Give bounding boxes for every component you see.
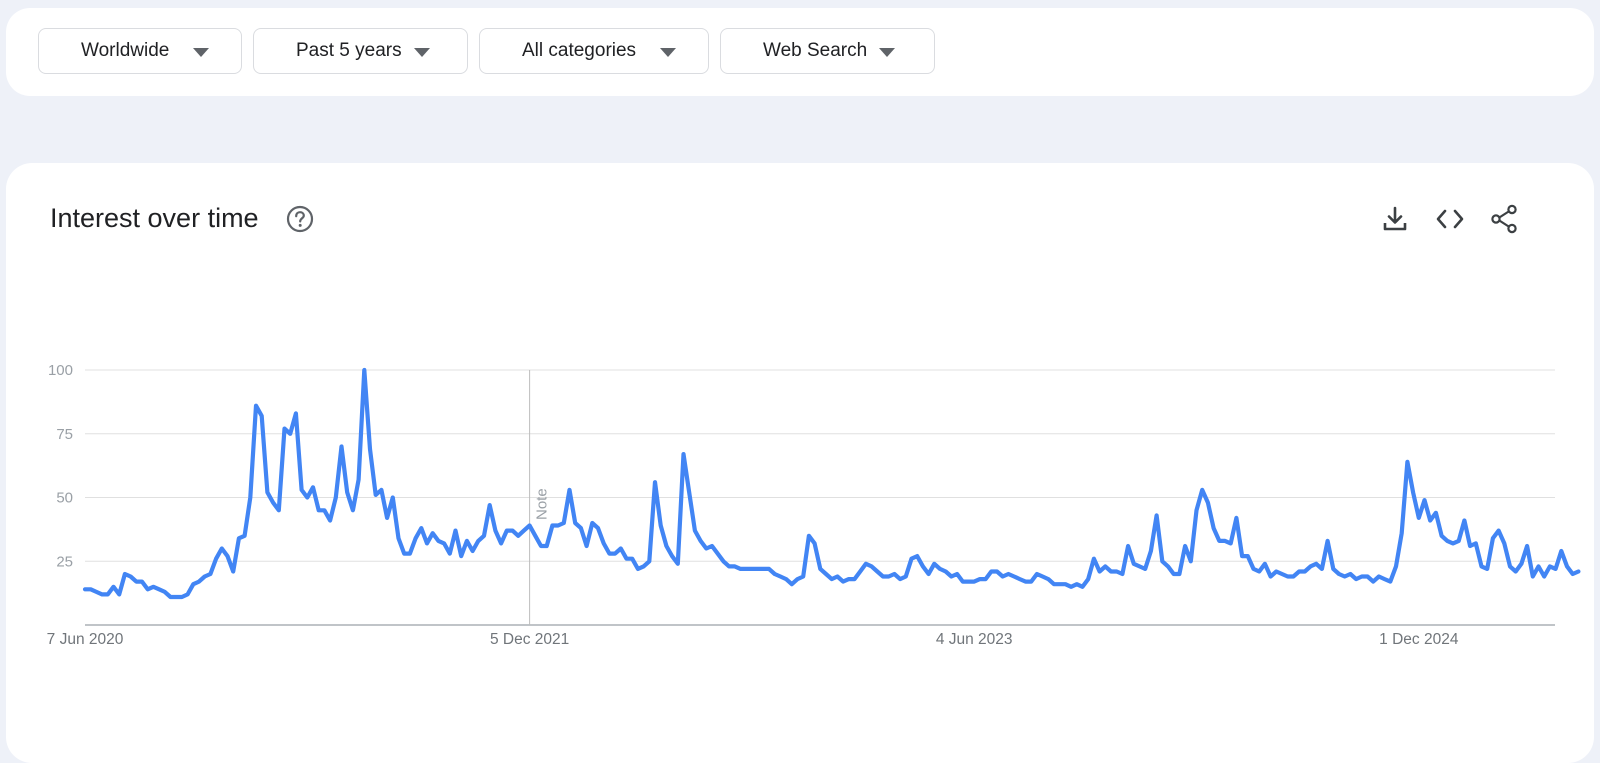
filter-bar: Worldwide Past 5 years All categories We…	[6, 8, 1594, 96]
search-type-label: Web Search	[763, 40, 868, 61]
help-icon[interactable]	[286, 205, 314, 233]
y-tick-label: 50	[56, 490, 73, 507]
search-type-dropdown[interactable]: Web Search	[720, 28, 935, 74]
chevron-down-icon	[414, 48, 430, 57]
y-tick-label: 100	[48, 362, 73, 379]
category-dropdown[interactable]: All categories	[479, 28, 709, 74]
chevron-down-icon	[660, 48, 676, 57]
x-tick-label: 5 Dec 2021	[490, 631, 569, 648]
x-tick-label: 7 Jun 2020	[47, 631, 124, 648]
chevron-down-icon	[193, 48, 209, 57]
x-tick-label: 4 Jun 2023	[936, 631, 1013, 648]
note-label: Note	[534, 488, 551, 520]
download-icon[interactable]	[1379, 203, 1411, 235]
y-tick-label: 25	[56, 553, 73, 570]
chevron-down-icon	[879, 48, 895, 57]
region-label: Worldwide	[81, 40, 170, 61]
region-dropdown[interactable]: Worldwide	[38, 28, 242, 74]
embed-code-icon[interactable]	[1434, 203, 1466, 235]
time-range-label: Past 5 years	[296, 40, 402, 61]
share-icon[interactable]	[1488, 203, 1520, 235]
y-tick-label: 75	[56, 426, 73, 443]
series-line	[82, 367, 1581, 600]
category-label: All categories	[522, 40, 637, 61]
x-tick-label: 1 Dec 2024	[1379, 631, 1459, 648]
time-range-dropdown[interactable]: Past 5 years	[253, 28, 468, 74]
interest-over-time-card: Interest over time	[6, 163, 1594, 763]
card-title: Interest over time	[50, 203, 259, 233]
